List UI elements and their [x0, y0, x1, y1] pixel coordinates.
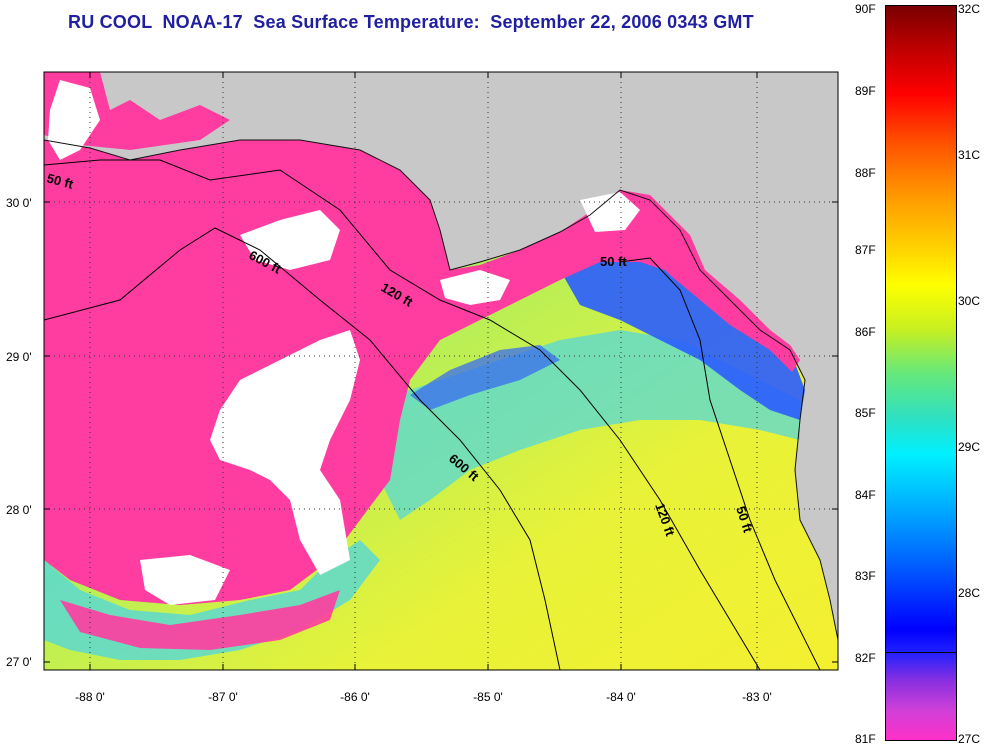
colorbar-label-32c: 32C: [958, 2, 981, 16]
east-coast-cold-water: [600, 190, 800, 372]
latitude-label-29: 29 0': [6, 350, 32, 364]
cloud-north: [240, 210, 340, 270]
map-title: RU COOL NOAA-17 Sea Surface Temperature:…: [68, 12, 754, 32]
cloud-central: [210, 330, 360, 575]
longitude-label-88: -88 0': [75, 690, 105, 704]
latitude-label-28: 28 0': [6, 503, 32, 517]
colorbar-divider: [885, 652, 957, 653]
colorbar-label-85f: 85F: [855, 406, 876, 420]
shelf-blue-water: [410, 345, 560, 410]
longitude-label-85: -85 0': [473, 690, 503, 704]
tick-marks: [44, 72, 838, 670]
isobath-120ft: [44, 159, 761, 670]
contour-label-east-50ft: 50 ft: [600, 254, 627, 269]
contour-label-west-50ft: 50 ft: [45, 170, 75, 192]
cloud-coast: [440, 270, 510, 305]
temperature-colorbar: [885, 5, 957, 741]
colorbar-label-89f: 89F: [855, 84, 876, 98]
colorbar-label-30c: 30C: [958, 294, 981, 308]
colorbar-label-87f: 87F: [855, 243, 876, 257]
colorbar-label-90f: 90F: [855, 2, 876, 16]
colorbar-label-81f: 81F: [855, 732, 876, 746]
isobath-50ft: [619, 257, 821, 670]
colorbar-label-29c: 29C: [958, 440, 981, 454]
colorbar-label-83f: 83F: [855, 569, 876, 583]
colorbar-label-88f: 88F: [855, 166, 876, 180]
longitude-label-84: -84 0': [606, 690, 636, 704]
cloud-southwest: [140, 555, 230, 605]
colorbar-label-82f: 82F: [855, 651, 876, 665]
cloud-northeast: [580, 192, 640, 232]
latitude-label-27: 27 0': [6, 655, 32, 669]
longitude-label-86: -86 0': [340, 690, 370, 704]
isobath-600ft: [44, 227, 561, 670]
colorbar-label-31c: 31C: [958, 148, 981, 162]
colorbar-label-86f: 86F: [855, 325, 876, 339]
longitude-label-83: -83 0': [742, 690, 772, 704]
longitude-label-87: -87 0': [208, 690, 238, 704]
latitude-label-30: 30 0': [6, 196, 32, 210]
coastline: [44, 139, 838, 641]
cloud-northwest: [48, 80, 100, 160]
colorbar-label-28c: 28C: [958, 586, 981, 600]
cold-water-region: [44, 140, 700, 605]
southwest-cold-patches: [60, 590, 340, 650]
colorbar-label-27c: 27C: [958, 732, 981, 746]
colorbar-label-84f: 84F: [855, 488, 876, 502]
map-frame: [43, 71, 839, 671]
